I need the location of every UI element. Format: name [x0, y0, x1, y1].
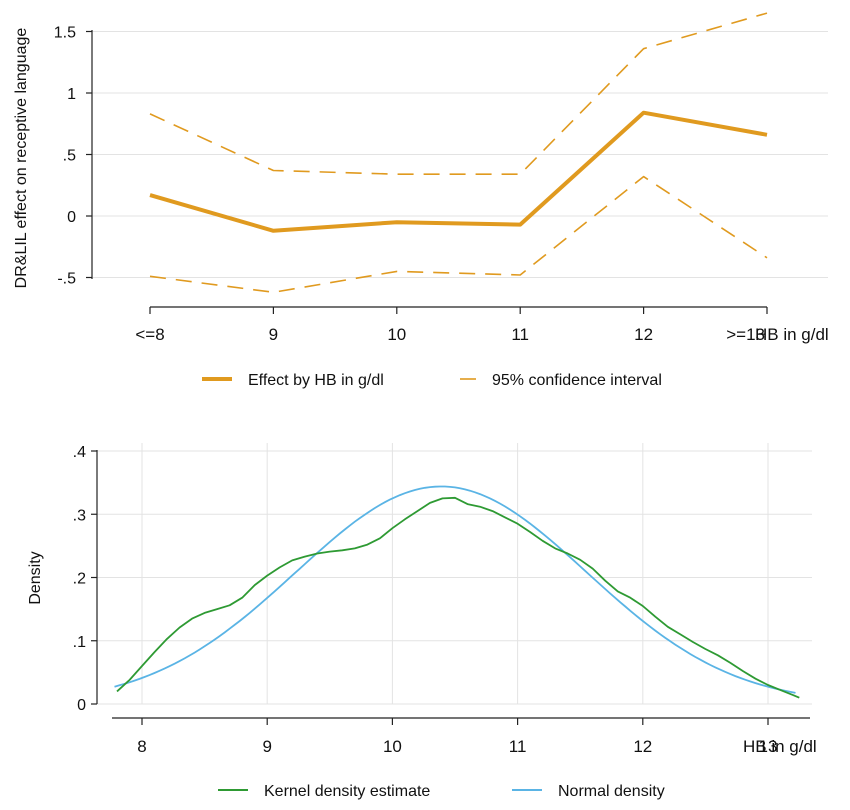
density-y-tick-label: 0	[77, 697, 86, 714]
effect-y-axis-label: DR&LIL effect on receptive language	[13, 28, 30, 289]
effect-x-ticks: <=8 9 10 11 12 >=13	[135, 307, 768, 344]
effect-line	[149, 110, 768, 233]
density-series	[114, 485, 800, 699]
density-x-tick-label: 12	[633, 737, 652, 756]
density-chart: 0.1.2.3.4 8 9 10 11 12 13 Density HB in g/dl …	[27, 443, 817, 800]
density-x-tick-label: 8	[137, 737, 146, 756]
effect-x-axis-label: HB in g/dl	[755, 325, 829, 344]
effect-legend: Effect by HB in g/dl 95% confidence inte…	[202, 372, 662, 389]
density-legend: Kernel density estimate Normal density	[218, 783, 665, 800]
legend-label-effect: Effect by HB in g/dl	[248, 372, 384, 389]
density-x-tick-label: 9	[262, 737, 271, 756]
density-x-tick-label: 13	[759, 737, 778, 756]
effect-y-ticks: -.5 0 .5 1 1.5	[54, 25, 92, 288]
density-y-tick-label: .4	[73, 444, 86, 461]
density-y-tick-label: .1	[73, 634, 86, 651]
effect-series	[149, 12, 768, 294]
ci-lower-line	[149, 175, 768, 294]
effect-x-tick-label: >=13	[726, 325, 765, 344]
normal-density-line	[114, 485, 796, 694]
effect-chart: -.5 0 .5 1 1.5 <=8 9 10 11 12 >=13 DR&LIL effect …	[13, 12, 829, 389]
effect-x-tick-label: 12	[634, 325, 653, 344]
effect-y-tick-label: 0	[67, 209, 76, 226]
density-gridlines	[97, 443, 812, 705]
density-x-ticks: 8 9 10 11 12 13	[137, 718, 777, 756]
effect-x-tick-label: 10	[387, 325, 406, 344]
density-y-ticks: 0 .1 .2 .3 .4	[73, 444, 97, 714]
effect-x-tick-label: <=8	[135, 325, 164, 344]
density-y-tick-label: .3	[73, 507, 86, 524]
effect-y-tick-label: 1	[67, 86, 76, 103]
effect-y-tick-label: .5	[63, 148, 76, 165]
effect-gridlines	[92, 31, 828, 278]
ci-upper-line	[149, 12, 768, 175]
legend-label-ci: 95% confidence interval	[492, 372, 662, 389]
legend-label-kernel: Kernel density estimate	[264, 783, 430, 800]
legend-label-normal: Normal density	[558, 783, 665, 800]
density-x-tick-label: 10	[383, 737, 402, 756]
effect-x-tick-label: 11	[511, 325, 529, 344]
effect-y-tick-label: -.5	[57, 271, 76, 288]
density-y-tick-label: .2	[73, 571, 86, 588]
kernel-density-line	[116, 496, 800, 699]
density-x-tick-label: 11	[509, 737, 527, 756]
density-x-axis-label: HB in g/dl	[743, 737, 817, 756]
effect-y-tick-label: 1.5	[54, 25, 76, 42]
effect-x-tick-label: 9	[269, 325, 278, 344]
density-y-axis-label: Density	[27, 551, 44, 604]
